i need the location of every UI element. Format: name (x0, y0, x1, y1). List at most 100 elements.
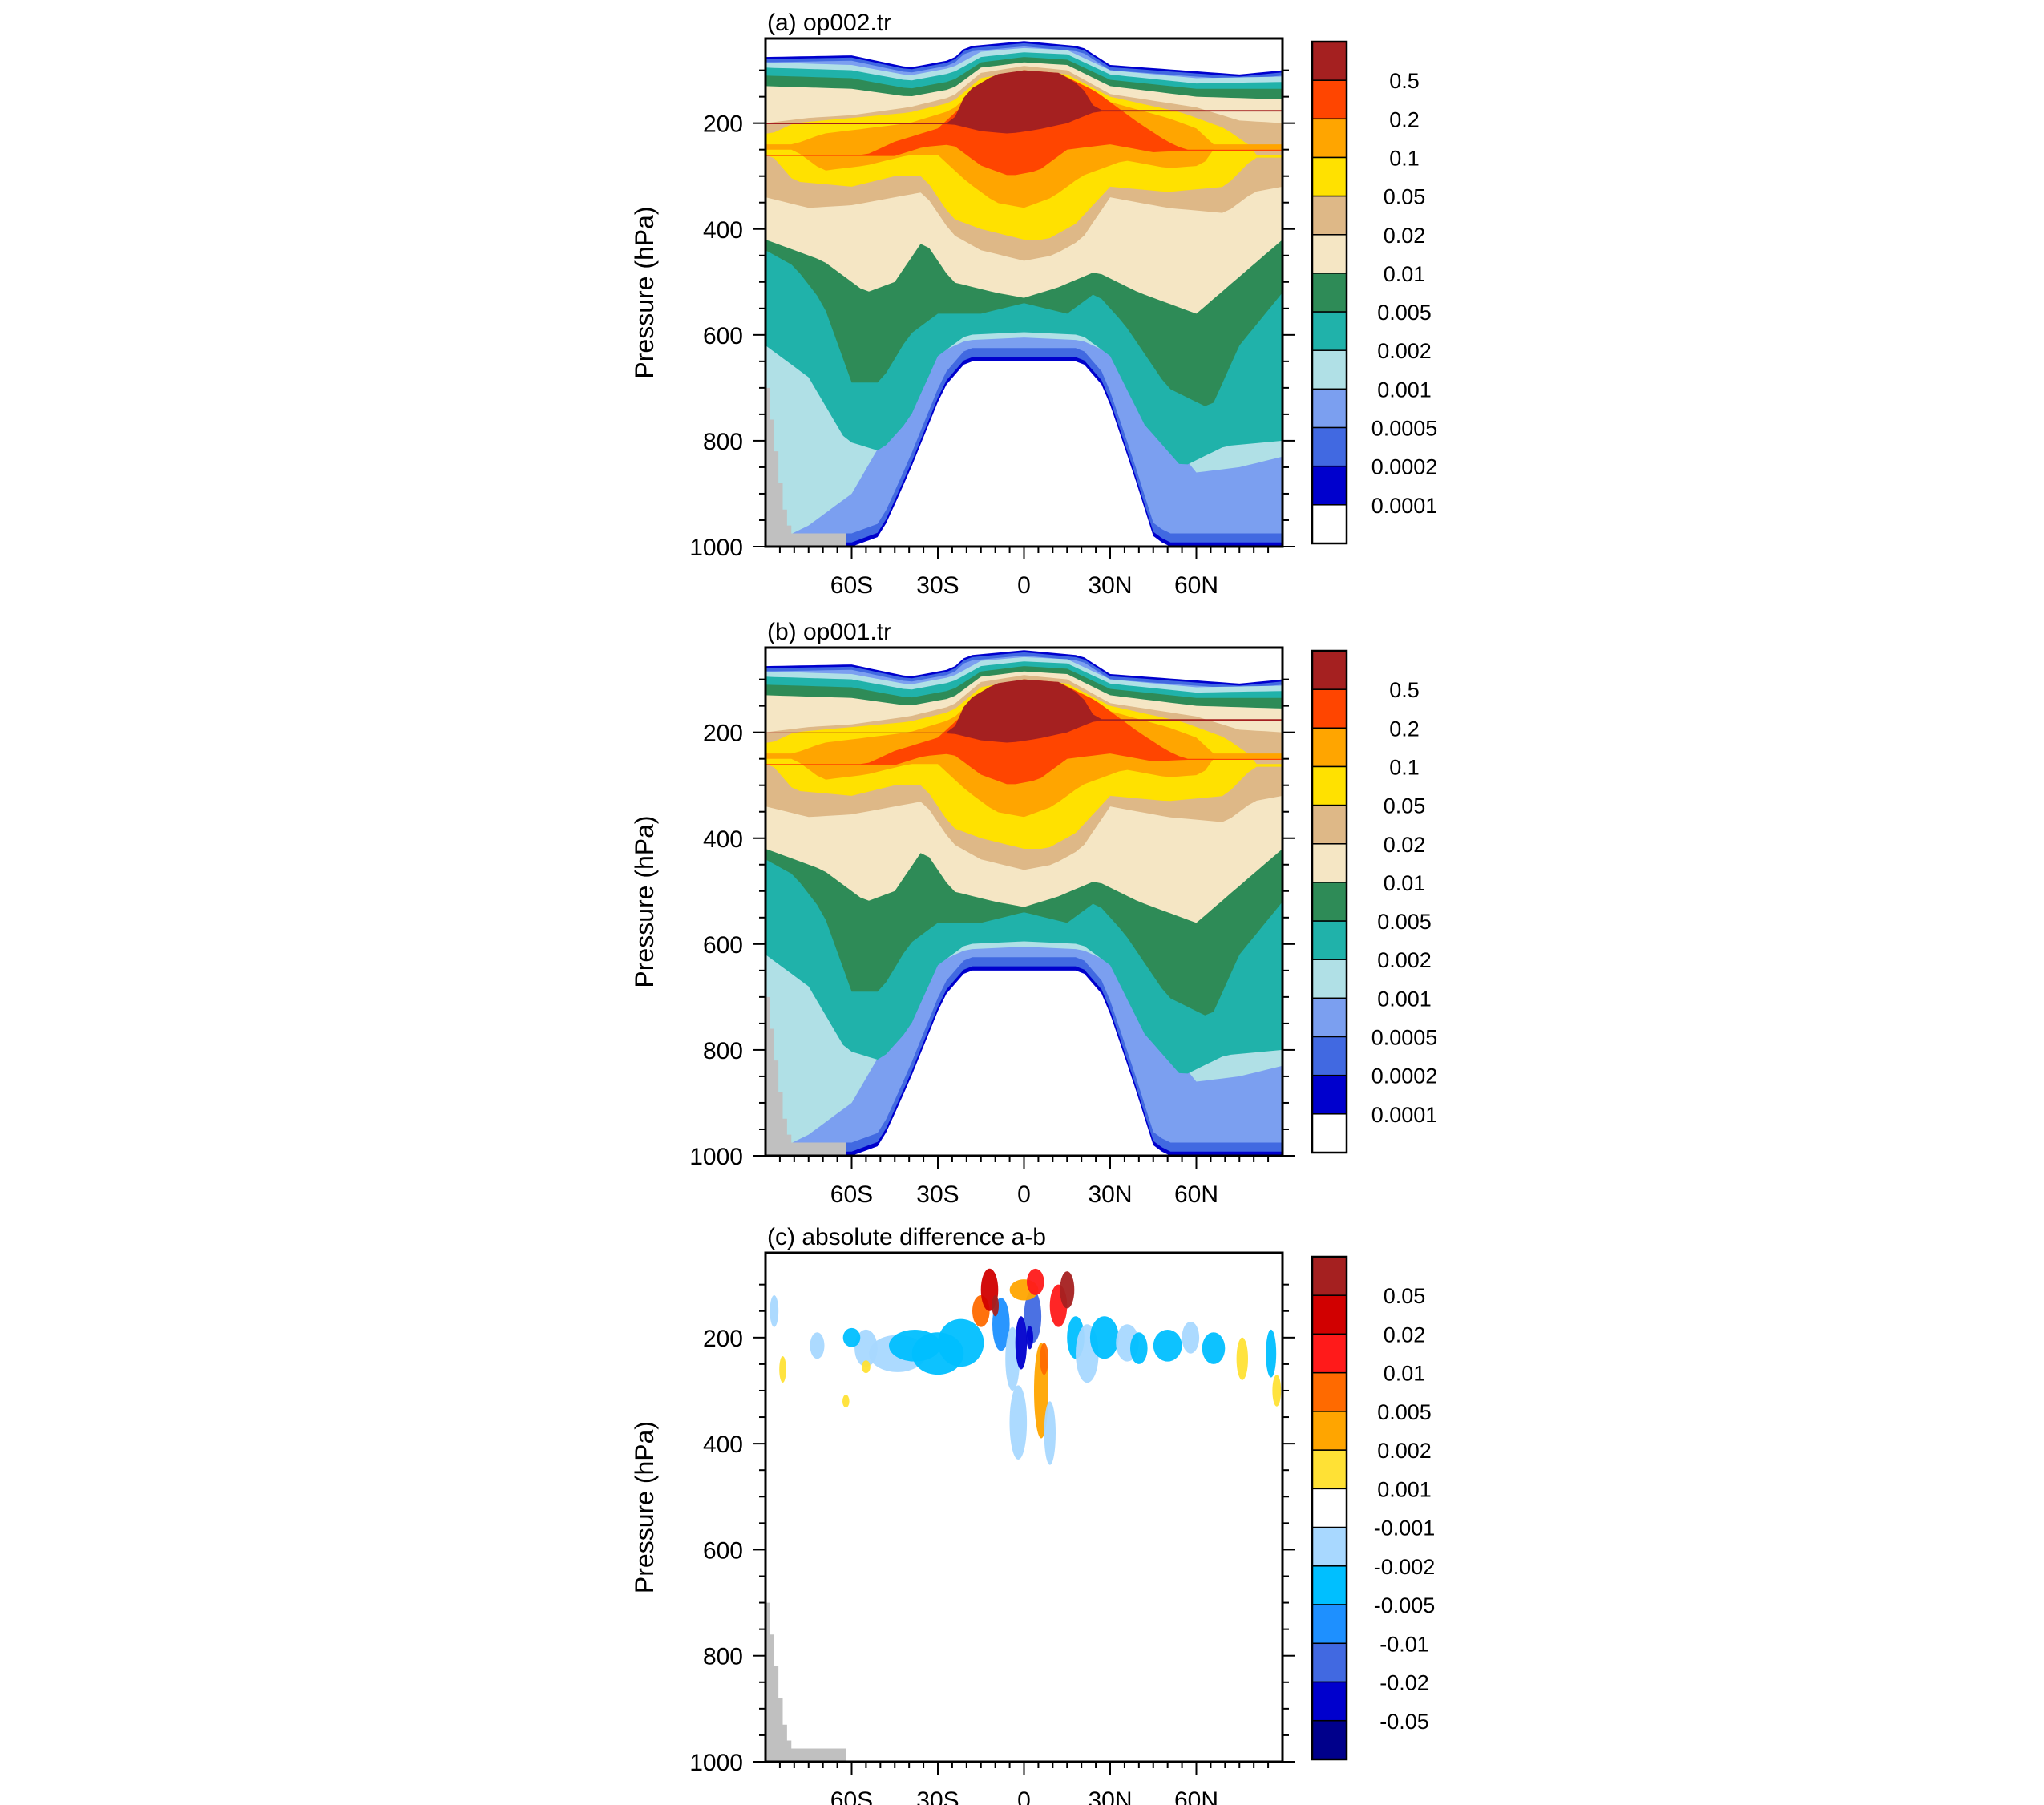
colorbar-box (1311, 118, 1347, 159)
difference-blob-29 (1182, 1322, 1200, 1354)
colorbar-label: 0.005 (1377, 1400, 1432, 1424)
colorbar-label: -0.001 (1374, 1516, 1436, 1541)
colorbar-label: -0.005 (1374, 1593, 1436, 1617)
contour-band-b-11 (765, 679, 1283, 743)
difference-blob-37 (1040, 1343, 1048, 1375)
panel-title: (b) op001.tr (767, 619, 891, 645)
x-tick-label: 30S (916, 1787, 959, 1805)
difference-blob-7 (779, 1356, 786, 1383)
difference-blob-4 (854, 1329, 878, 1367)
x-tick-label: 0 (1017, 1787, 1031, 1805)
y-tick-label: 400 (703, 217, 743, 244)
colorbar-frame (1311, 40, 1348, 545)
colorbar-box (1311, 504, 1347, 544)
missing-data-region-a (765, 387, 846, 547)
colorbar-label: 0.0002 (1371, 1064, 1438, 1088)
colorbar-box (1311, 1371, 1347, 1412)
y-tick-label: 1000 (689, 1750, 743, 1776)
colorbar-label: 0.005 (1377, 910, 1432, 934)
y-tick-label: 200 (703, 111, 743, 138)
difference-blob-36 (1026, 1326, 1033, 1350)
colorbar-box (1311, 79, 1347, 120)
x-tick-label: 0 (1017, 1181, 1031, 1208)
colorbar-box (1311, 650, 1347, 690)
difference-blob-9 (842, 1395, 850, 1408)
x-tick-label: 30S (916, 1181, 959, 1208)
colorbar-box (1311, 1681, 1347, 1722)
difference-blob-25 (1089, 1316, 1119, 1359)
difference-blob-15 (1009, 1385, 1028, 1460)
colorbar-label: 0.0002 (1371, 455, 1438, 479)
colorbar-label: 0.0005 (1371, 1026, 1438, 1050)
colorbar-label: 0.05 (1384, 185, 1426, 209)
x-tick-label: 60N (1174, 572, 1218, 599)
colorbar-label: 0.2 (1389, 107, 1420, 131)
colorbar-label: 0.02 (1384, 833, 1426, 857)
colorbar-box (1311, 1720, 1347, 1760)
x-tick-label: 30N (1088, 1181, 1132, 1208)
colorbar-label: 0.002 (1377, 948, 1432, 972)
x-tick-label: 0 (1017, 572, 1031, 599)
x-tick-label: 60S (830, 1181, 873, 1208)
colorbar-box (1311, 1113, 1347, 1153)
colorbar-label: 0.01 (1384, 262, 1426, 286)
plot-area-c (765, 1253, 1283, 1762)
colorbar-label: 0.02 (1384, 1322, 1426, 1347)
colorbar-b: 0.5 0.2 0.1 0.05 0.02 0.01 0.005 0.002 0.001 0.00… (1311, 649, 1438, 1154)
colorbar-label: 0.01 (1384, 1362, 1426, 1386)
colorbar-label: 0.01 (1384, 871, 1426, 895)
difference-blob-35 (992, 1294, 999, 1317)
colorbar-box (1311, 465, 1347, 506)
colorbar-label: -0.01 (1379, 1632, 1429, 1656)
colorbar-box (1311, 156, 1347, 197)
difference-blob-27 (1130, 1332, 1148, 1364)
colorbar-label: 0.002 (1377, 339, 1432, 363)
contour-band-a-11 (765, 70, 1283, 134)
difference-blob-30 (1202, 1332, 1226, 1364)
colorbar-box (1311, 765, 1347, 806)
colorbar-box (1311, 920, 1347, 961)
colorbar-label: 0.05 (1384, 1284, 1426, 1308)
panel-a: (a) op002.tr 200 400 600 800 1000 Pressure (hP… (630, 10, 1437, 599)
difference-blob-32 (1266, 1329, 1277, 1378)
panel-title: (a) op002.tr (767, 10, 891, 36)
difference-blob-22 (1060, 1271, 1075, 1309)
colorbar-box (1311, 1449, 1347, 1490)
colorbar-label: 0.002 (1377, 1439, 1432, 1463)
colorbar-box (1311, 804, 1347, 845)
colorbar-label: 0.5 (1389, 69, 1420, 93)
colorbar-box (1311, 1256, 1347, 1296)
y-tick-label: 600 (703, 1537, 743, 1564)
colorbar-box (1311, 882, 1347, 922)
y-tick-label: 800 (703, 429, 743, 455)
colorbar-label: 0.2 (1389, 717, 1420, 741)
y-tick-label: 800 (703, 1644, 743, 1670)
colorbar-label: -0.02 (1379, 1671, 1429, 1695)
plot-area-b (765, 648, 1283, 1156)
colorbar-label: -0.05 (1379, 1710, 1429, 1734)
colorbar-box (1311, 1565, 1347, 1605)
colorbar-box (1311, 1604, 1347, 1645)
colorbar-c: 0.05 0.02 0.01 0.005 0.002 0.001 -0.001 -0.002 -… (1311, 1255, 1436, 1761)
x-tick-label: 30N (1088, 1787, 1132, 1805)
difference-blob-3 (938, 1318, 984, 1367)
y-tick-label: 200 (703, 721, 743, 747)
colorbar-label: -0.002 (1374, 1555, 1436, 1579)
colorbar-label: 0.0001 (1371, 494, 1438, 518)
panel-b: (b) op001.tr 200 400 600 800 1000 Pressure (hP… (630, 619, 1437, 1208)
x-tick-label: 60N (1174, 1787, 1218, 1805)
colorbar-box (1311, 843, 1347, 883)
colorbar-box (1311, 311, 1347, 352)
panel-c: (c) absolute difference a-b 200 400 600 800 1… (630, 1224, 1435, 1805)
x-tick-label: 60S (830, 1787, 873, 1805)
colorbar-label: 0.0005 (1371, 417, 1438, 441)
colorbar-box (1311, 426, 1347, 467)
colorbar-label: 0.1 (1389, 146, 1420, 170)
colorbar-box (1311, 1333, 1347, 1374)
colorbar-label: 0.001 (1377, 1477, 1432, 1501)
colorbar-a: 0.5 0.2 0.1 0.05 0.02 0.01 0.005 0.002 0.001 0.00… (1311, 40, 1438, 545)
difference-blob-20 (1027, 1268, 1044, 1295)
difference-blob-34 (1015, 1316, 1028, 1370)
colorbar-box (1311, 1488, 1347, 1528)
difference-blob-31 (1236, 1337, 1249, 1380)
